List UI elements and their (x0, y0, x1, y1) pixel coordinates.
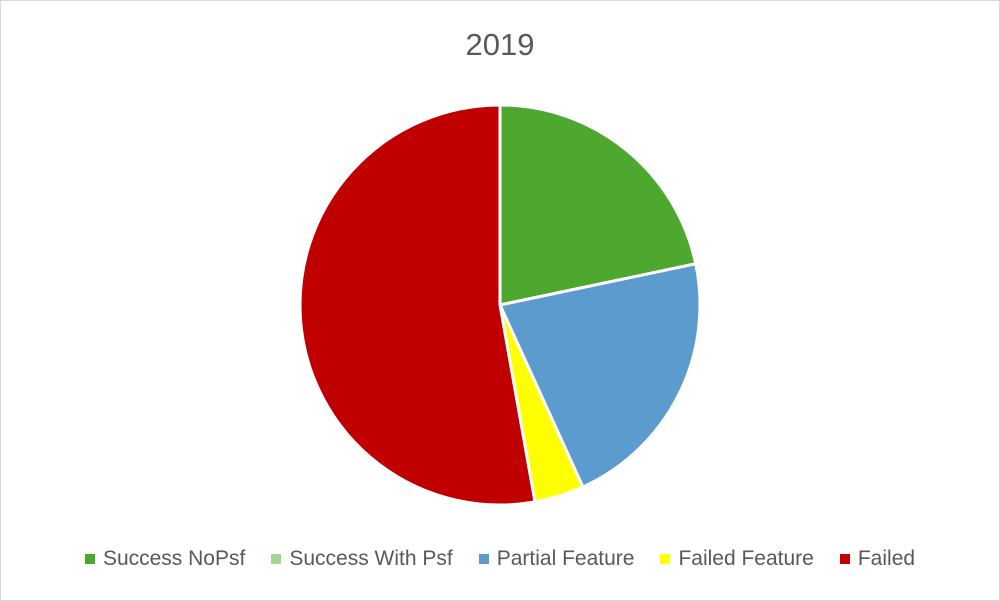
legend-swatch (839, 554, 850, 564)
legend-swatch (271, 554, 282, 564)
legend-label: Partial Feature (496, 547, 635, 570)
pie-slice (498, 103, 698, 307)
legend-label: Success NoPsf (102, 547, 246, 570)
legend-item: Partial Feature (478, 547, 635, 571)
pie-slice (298, 103, 537, 507)
chart-title: 2019 (465, 27, 535, 62)
legend-swatch (478, 554, 489, 564)
pie-slice (498, 262, 702, 489)
legend-swatch (84, 554, 95, 564)
legend-label: Failed Feature (678, 547, 814, 570)
legend-item: Failed Feature (660, 547, 814, 571)
legend-label: Success With Psf (289, 547, 453, 570)
legend-item: Success With Psf (271, 547, 453, 571)
legend-item: Failed (839, 547, 916, 571)
legend: Success NoPsf Success With Psf Partial Fea… (1, 547, 999, 571)
legend-swatch (660, 554, 671, 564)
legend-item: Success NoPsf (84, 547, 246, 571)
legend-label: Failed (857, 547, 916, 570)
